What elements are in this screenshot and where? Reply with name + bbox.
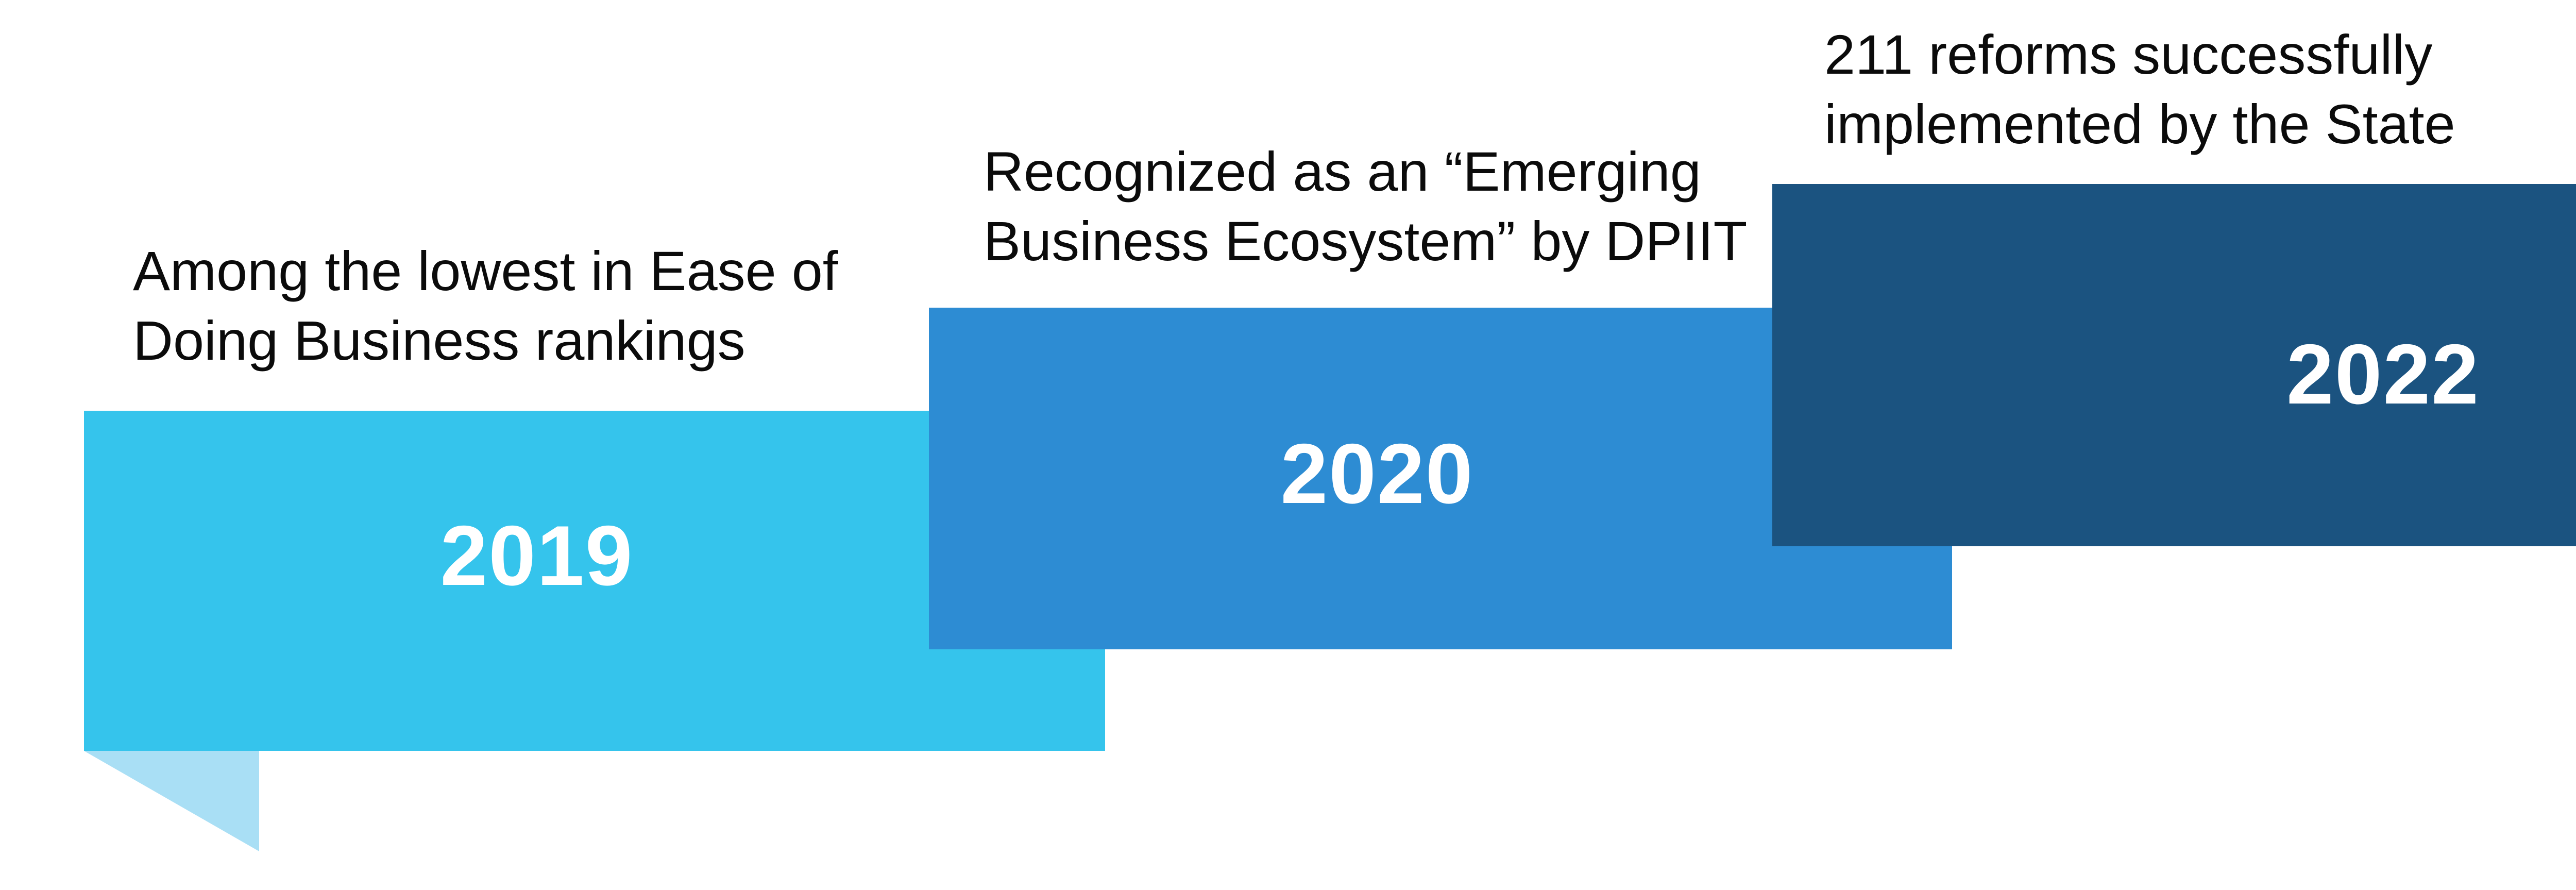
- year-label-2019: 2019: [440, 508, 634, 603]
- caption-2022: 211 reforms successfully implemented by …: [1824, 20, 2455, 159]
- caption-2020-line2: Business Ecosystem” by DPIIT: [984, 210, 1748, 272]
- caption-2019-line1: Among the lowest in Ease of: [133, 240, 838, 302]
- caption-2019: Among the lowest in Ease of Doing Busine…: [133, 236, 838, 375]
- caption-2022-line2: implemented by the State: [1824, 93, 2455, 155]
- year-label-2020: 2020: [1280, 426, 1474, 521]
- year-label-2022: 2022: [2286, 327, 2480, 422]
- caption-2019-line2: Doing Business rankings: [133, 309, 745, 372]
- caption-2022-line1: 211 reforms successfully: [1824, 23, 2433, 86]
- banner-2022: 2022: [1772, 184, 2576, 546]
- caption-2020-line1: Recognized as an “Emerging: [984, 140, 1701, 203]
- caption-2020: Recognized as an “Emerging Business Ecos…: [984, 137, 1747, 276]
- ribbon-fold-icon: [84, 751, 259, 851]
